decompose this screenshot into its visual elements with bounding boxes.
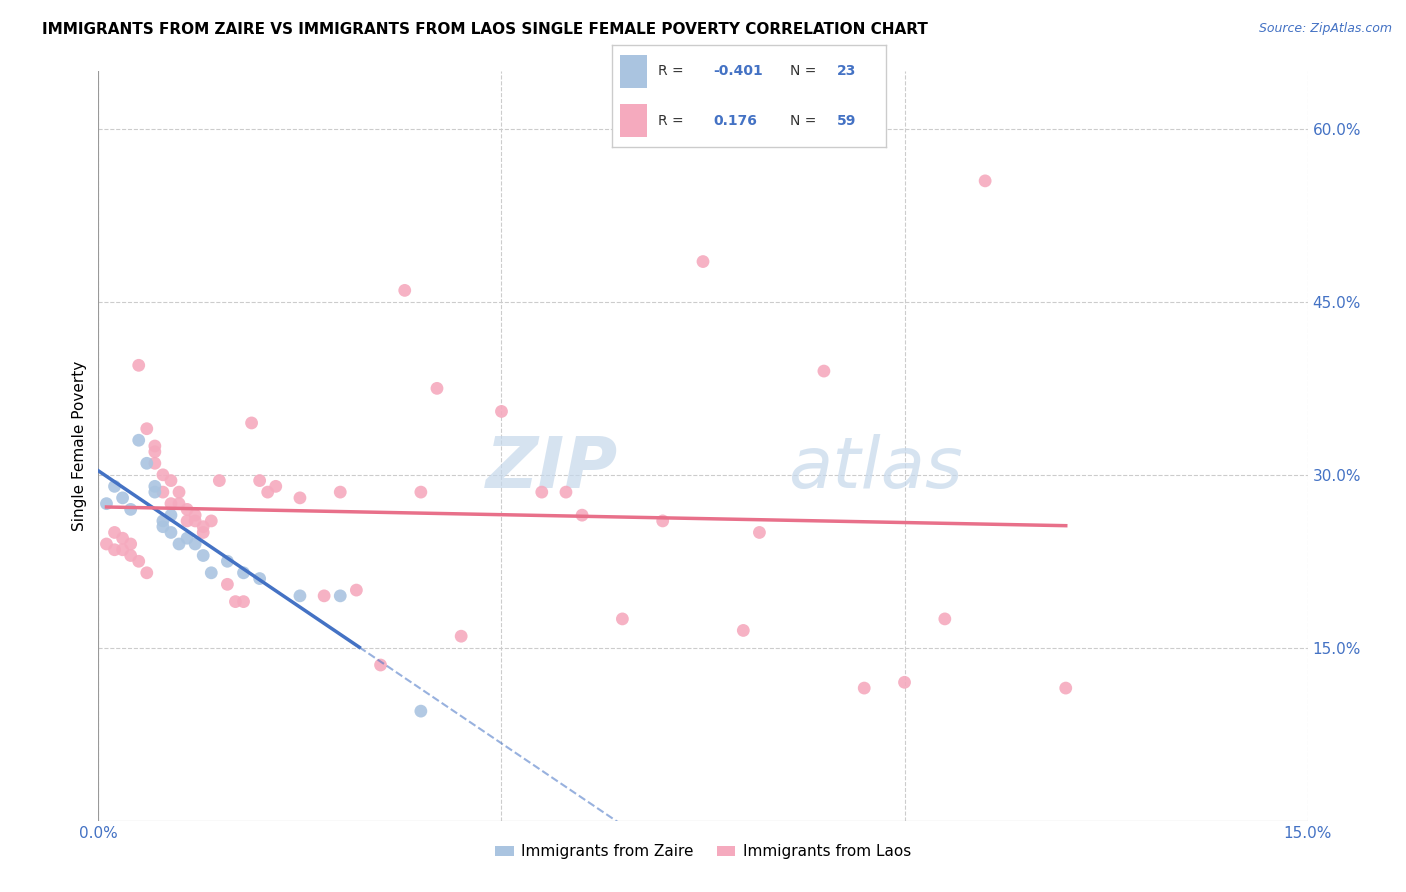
Point [409,485,432,500]
Point [200,566,222,580]
Point [813,364,835,378]
Point [152,514,174,528]
Point [394,284,416,298]
Point [217,554,239,568]
Point [111,491,134,505]
Text: R =: R = [658,113,683,128]
Point [120,537,142,551]
Bar [620,55,647,87]
Point [232,594,254,608]
Point [184,537,207,551]
Text: IMMIGRANTS FROM ZAIRE VS IMMIGRANTS FROM LAOS SINGLE FEMALE POVERTY CORRELATION : IMMIGRANTS FROM ZAIRE VS IMMIGRANTS FROM… [42,22,928,37]
Point [893,675,915,690]
Point [152,519,174,533]
Text: 0.176: 0.176 [713,113,756,128]
Point [96,537,118,551]
Point [612,612,634,626]
Point [409,704,432,718]
Point [370,658,392,673]
Point [314,589,336,603]
Y-axis label: Single Female Poverty: Single Female Poverty [72,361,87,531]
Point [167,485,190,500]
Point [111,542,134,557]
Point [160,508,183,523]
Point [167,537,190,551]
Point [208,474,231,488]
Point [329,485,352,500]
Point [160,525,183,540]
Point [240,416,263,430]
Point [1054,681,1077,695]
Point [256,485,278,500]
Point [193,525,215,540]
Point [128,359,150,373]
Point [176,514,198,528]
Point [217,577,239,591]
Point [288,491,311,505]
Point [288,589,311,603]
Point [249,572,271,586]
Point [120,549,142,563]
Legend: Immigrants from Zaire, Immigrants from Laos: Immigrants from Zaire, Immigrants from L… [489,838,917,865]
Point [176,502,198,516]
Point [974,174,997,188]
Point [176,531,198,545]
Point [128,554,150,568]
Point [143,479,166,493]
Point [193,519,215,533]
Point [184,514,207,528]
Point [152,467,174,482]
Text: atlas: atlas [787,434,962,503]
Point [200,514,222,528]
Point [135,566,157,580]
Point [143,485,166,500]
Point [152,485,174,500]
Text: ZIP: ZIP [486,434,619,503]
Point [249,474,271,488]
Point [143,444,166,458]
Point [692,254,714,268]
Point [103,542,125,557]
Point [143,456,166,470]
Point [264,479,287,493]
Point [329,589,352,603]
Point [128,434,150,448]
Point [555,485,578,500]
Point [426,381,449,395]
Text: Source: ZipAtlas.com: Source: ZipAtlas.com [1258,22,1392,36]
Point [111,531,134,545]
Point [224,594,246,608]
Point [571,508,593,523]
Point [934,612,956,626]
Point [450,629,472,643]
Point [651,514,673,528]
Point [232,566,254,580]
Point [853,681,876,695]
Point [135,422,157,436]
Point [733,624,755,638]
Point [96,497,118,511]
Point [103,479,125,493]
Text: -0.401: -0.401 [713,64,763,78]
Point [135,456,157,470]
Text: 59: 59 [837,113,856,128]
Text: N =: N = [790,113,817,128]
Point [344,583,367,598]
Point [160,474,183,488]
Point [160,497,183,511]
Point [143,439,166,453]
Point [167,497,190,511]
Text: 23: 23 [837,64,856,78]
Point [530,485,553,500]
Point [748,525,770,540]
Point [491,404,513,418]
Point [193,549,215,563]
Text: N =: N = [790,64,817,78]
Point [120,502,142,516]
Bar [620,104,647,137]
Text: R =: R = [658,64,683,78]
Point [184,508,207,523]
Point [103,525,125,540]
